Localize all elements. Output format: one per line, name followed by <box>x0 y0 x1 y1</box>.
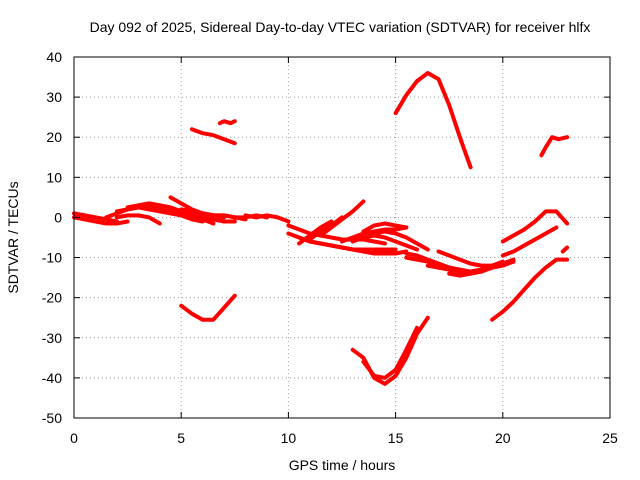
series-arc-21 <box>361 221 409 234</box>
series-arc-35 <box>539 135 570 158</box>
axis-ticks: 0 5 10 15 20 25 -50 -40 -30 -20 -10 0 10 20 30 40 <box>42 49 618 446</box>
series-arc-27 <box>500 209 570 244</box>
y-tick-label: -20 <box>42 290 62 306</box>
series-arc-37 <box>361 325 419 380</box>
x-tick-label: 20 <box>495 430 511 446</box>
series-arc-29 <box>490 257 570 322</box>
series-arc-17 <box>318 199 366 238</box>
series-arc-07 <box>147 203 237 224</box>
y-tick-label: -40 <box>42 370 62 386</box>
series-arc-30 <box>560 245 570 254</box>
series-arc-33 <box>179 293 237 322</box>
y-tick-label: 0 <box>54 209 62 225</box>
y-axis-label: SDTVAR / TECUs <box>5 181 21 293</box>
series-arc-31 <box>189 127 237 146</box>
y-tick-label: -50 <box>42 410 62 426</box>
y-tick-label: -10 <box>42 250 62 266</box>
plot-frame <box>73 56 611 419</box>
series-arc-12 <box>286 223 387 246</box>
series-arc-19 <box>350 233 419 252</box>
x-tick-label: 25 <box>602 430 618 446</box>
x-axis-label: GPS time / hours <box>289 457 396 473</box>
series-arc-02 <box>72 215 130 226</box>
y-tick-label: 40 <box>46 49 62 65</box>
y-tick-label: 10 <box>46 169 62 185</box>
series-arc-26 <box>447 259 505 278</box>
series-arc-01 <box>72 211 119 224</box>
y-tick-label: -30 <box>42 330 62 346</box>
series-arc-28 <box>500 225 559 258</box>
series-arc-34 <box>393 71 473 170</box>
x-tick-label: 0 <box>70 430 78 446</box>
series-arc-05 <box>114 213 162 226</box>
series-arc-20 <box>372 229 430 252</box>
data-traces <box>72 71 570 386</box>
x-tick-label: 10 <box>281 430 297 446</box>
y-tick-label: 30 <box>46 89 62 105</box>
chart-title: Day 092 of 2025, Sidereal Day-to-day VTE… <box>90 19 591 35</box>
x-tick-label: 15 <box>388 430 404 446</box>
y-tick-label: 20 <box>46 129 62 145</box>
series-arc-32 <box>217 119 237 126</box>
series-arc-15 <box>297 219 334 246</box>
x-tick-label: 5 <box>177 430 185 446</box>
series-arc-11 <box>243 213 291 224</box>
series-arc-14 <box>297 235 409 256</box>
